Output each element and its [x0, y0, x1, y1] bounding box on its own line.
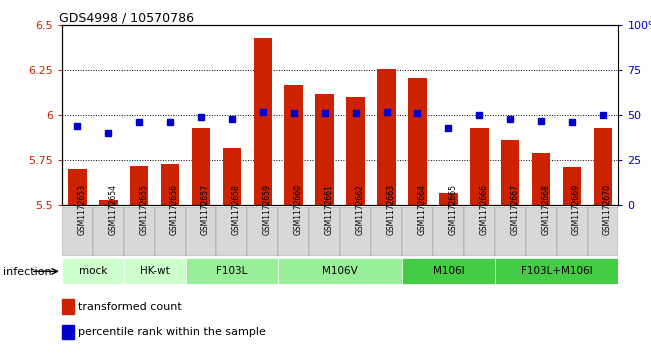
Bar — [278, 258, 402, 285]
Bar — [371, 207, 402, 256]
Bar — [315, 94, 334, 205]
Bar — [124, 207, 154, 256]
Bar — [62, 207, 92, 256]
Bar — [470, 128, 488, 205]
Text: GSM1172655: GSM1172655 — [139, 184, 148, 235]
Bar — [495, 207, 525, 256]
Text: GSM1172662: GSM1172662 — [355, 184, 365, 235]
Bar — [284, 85, 303, 205]
Text: GSM1172669: GSM1172669 — [572, 184, 581, 235]
Text: GSM1172666: GSM1172666 — [479, 184, 488, 235]
Bar — [216, 207, 247, 256]
Bar — [501, 140, 519, 205]
Text: HK-wt: HK-wt — [140, 266, 169, 276]
Bar — [62, 258, 124, 285]
Bar — [309, 207, 340, 256]
Text: infection: infection — [3, 266, 52, 277]
Bar — [340, 207, 371, 256]
Bar — [191, 128, 210, 205]
Bar — [247, 207, 278, 256]
Text: GSM1172653: GSM1172653 — [77, 184, 87, 235]
Bar — [408, 78, 426, 205]
Text: M106V: M106V — [322, 266, 358, 276]
Bar — [557, 207, 587, 256]
Bar — [130, 166, 148, 205]
Text: GSM1172664: GSM1172664 — [417, 184, 426, 235]
Text: GDS4998 / 10570786: GDS4998 / 10570786 — [59, 11, 194, 24]
Bar — [161, 164, 179, 205]
Bar — [433, 207, 464, 256]
Text: F103L+M106I: F103L+M106I — [521, 266, 592, 276]
Text: GSM1172670: GSM1172670 — [603, 184, 612, 235]
Bar — [377, 69, 396, 205]
Bar — [594, 128, 612, 205]
Text: mock: mock — [79, 266, 107, 276]
Text: M106I: M106I — [432, 266, 464, 276]
Bar — [402, 258, 495, 285]
Bar — [346, 97, 365, 205]
Bar — [525, 207, 557, 256]
Bar — [124, 258, 186, 285]
Bar — [92, 207, 124, 256]
Text: GSM1172660: GSM1172660 — [294, 184, 303, 235]
Bar — [439, 192, 458, 205]
Bar — [253, 38, 272, 205]
Bar — [223, 148, 241, 205]
Bar — [587, 207, 618, 256]
Text: GSM1172661: GSM1172661 — [325, 184, 334, 235]
Text: percentile rank within the sample: percentile rank within the sample — [78, 327, 266, 337]
Text: transformed count: transformed count — [78, 302, 182, 312]
Text: GSM1172665: GSM1172665 — [449, 184, 458, 235]
Text: GSM1172657: GSM1172657 — [201, 184, 210, 235]
Text: GSM1172668: GSM1172668 — [541, 184, 550, 235]
Bar — [532, 153, 550, 205]
Text: F103L: F103L — [216, 266, 247, 276]
Bar — [402, 207, 433, 256]
Bar — [186, 207, 216, 256]
Text: GSM1172654: GSM1172654 — [108, 184, 117, 235]
Bar — [68, 169, 87, 205]
Text: GSM1172658: GSM1172658 — [232, 184, 241, 235]
Bar — [495, 258, 618, 285]
Bar — [562, 167, 581, 205]
Bar — [99, 200, 117, 205]
Text: GSM1172656: GSM1172656 — [170, 184, 179, 235]
Bar — [464, 207, 495, 256]
Text: GSM1172667: GSM1172667 — [510, 184, 519, 235]
Bar — [278, 207, 309, 256]
Text: GSM1172663: GSM1172663 — [387, 184, 396, 235]
Bar — [186, 258, 278, 285]
Bar — [154, 207, 186, 256]
Text: GSM1172659: GSM1172659 — [263, 184, 272, 235]
